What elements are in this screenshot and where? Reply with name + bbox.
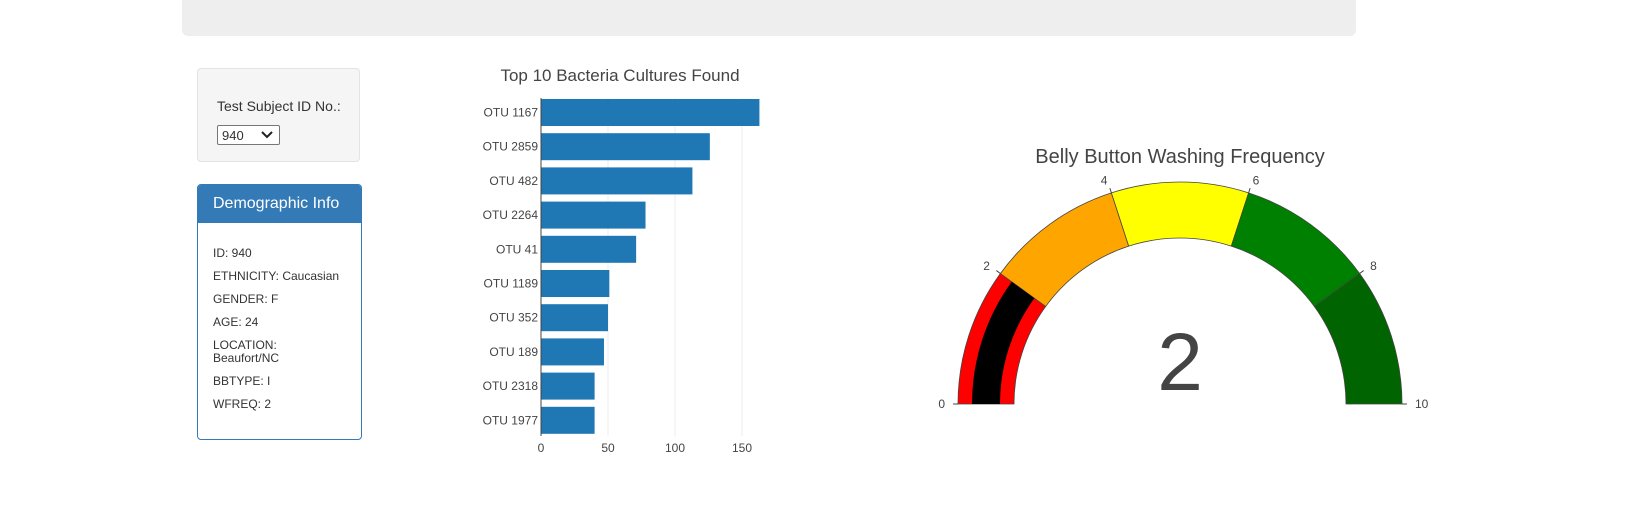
gauge-tick-label: 2 (983, 259, 990, 273)
bar (541, 133, 710, 161)
bar (541, 235, 637, 263)
gauge-tick-label: 10 (1415, 397, 1429, 411)
gauge-tick-label: 4 (1101, 174, 1108, 188)
subject-id-value: 940 (222, 128, 244, 143)
bar-y-tick-label: OTU 352 (489, 311, 538, 325)
bar-y-tick-label: OTU 2264 (483, 208, 539, 222)
bar (541, 372, 595, 400)
bar-chart-title: Top 10 Bacteria Cultures Found (500, 66, 739, 85)
bar (541, 406, 595, 434)
bar-y-tick-label: OTU 189 (489, 345, 538, 359)
gauge-bar (972, 281, 1035, 404)
subject-selector-panel: Test Subject ID No.: 940 (197, 68, 360, 162)
demo-gender: GENDER: F (213, 292, 279, 306)
bar-chart-y-labels: OTU 1167 OTU 2859 OTU 482 OTU 2264 OTU 41 OTU… (483, 106, 539, 428)
bar-y-tick-label: OTU 1189 (484, 277, 539, 291)
bar-x-tick-label: 150 (732, 441, 752, 455)
bar (541, 99, 760, 126)
subject-selector-label: Test Subject ID No.: (217, 98, 341, 114)
bar (541, 167, 693, 195)
bar-y-tick-label: OTU 2859 (483, 140, 539, 154)
bar-y-tick-label: OTU 1977 (483, 413, 539, 427)
gauge-tick (996, 270, 1001, 274)
bar-y-tick-label: OTU 41 (496, 242, 538, 256)
gauge-value-bar (972, 281, 1035, 404)
gauge-tick (1248, 187, 1251, 194)
bar-y-tick-label: OTU 2318 (483, 379, 539, 393)
gauge-chart-title: Belly Button Washing Frequency (1035, 146, 1324, 168)
demo-wfreq: WFREQ: 2 (213, 397, 272, 411)
bar (541, 270, 610, 297)
bar-y-tick-label: OTU 482 (489, 174, 538, 188)
demographic-title: Demographic Info (198, 185, 361, 223)
bar-y-tick-label: OTU 1167 (484, 106, 539, 120)
bar-chart-bars (541, 99, 760, 434)
demographic-panel: Demographic Info ID: 940 ETHNICITY: Cauc… (197, 184, 362, 440)
gauge-tick (1359, 270, 1364, 274)
demo-location-label: LOCATION: (213, 338, 277, 352)
gauge-tick-label: 6 (1253, 174, 1260, 188)
chevron-down-icon (261, 131, 273, 139)
demo-id: ID: 940 (213, 246, 252, 260)
gauge-step (1110, 181, 1250, 247)
bar-x-tick-label: 0 (538, 441, 545, 455)
gauge-tick-label: 8 (1370, 259, 1377, 273)
gauge-tick (1109, 187, 1112, 194)
subject-id-select[interactable]: 940 (217, 125, 280, 145)
demo-age: AGE: 24 (213, 315, 259, 329)
bar (541, 304, 608, 332)
bar-x-tick-label: 100 (665, 441, 685, 455)
bar (541, 338, 604, 366)
header-banner (182, 0, 1356, 36)
gauge-value-number: 2 (1157, 317, 1203, 408)
bar (541, 201, 646, 229)
gauge-tick-label: 0 (938, 397, 945, 411)
bar-chart-x-labels: 0 50 100 150 (538, 441, 753, 455)
demo-ethnicity: ETHNICITY: Caucasian (213, 269, 340, 283)
demo-bbtype: BBTYPE: I (213, 374, 271, 388)
bar-x-tick-label: 50 (601, 441, 615, 455)
gauge-ticks: 0 2 4 6 8 10 (938, 174, 1428, 411)
demo-location-value: Beaufort/NC (213, 351, 280, 365)
